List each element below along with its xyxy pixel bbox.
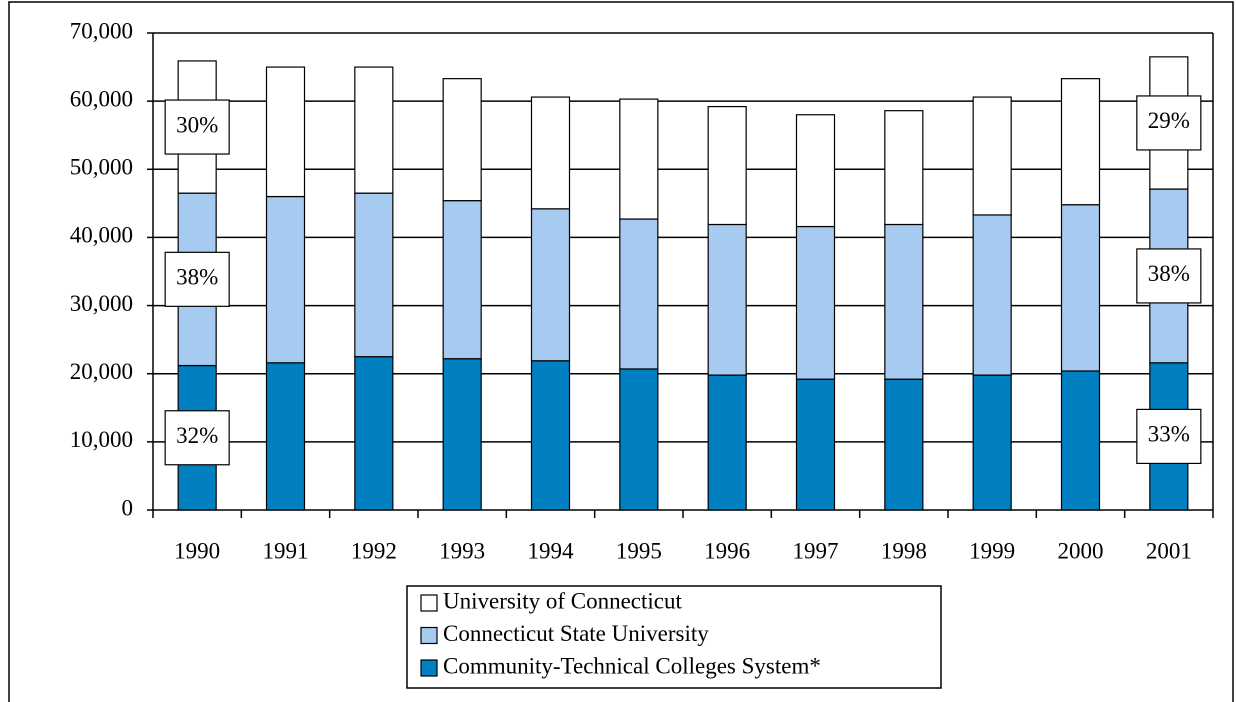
y-tick-label: 30,000 — [70, 291, 133, 316]
bar-segment — [442, 78, 482, 202]
bar-segment — [884, 378, 924, 511]
bar-segment — [884, 110, 924, 226]
x-tick-label: 2001 — [1146, 538, 1192, 563]
bar-segment — [707, 105, 747, 226]
y-tick-label: 50,000 — [70, 155, 133, 180]
x-tick-label: 1991 — [263, 538, 309, 563]
x-tick-label: 1998 — [881, 538, 927, 563]
x-tick-label: 1992 — [351, 538, 397, 563]
bar-segment — [530, 208, 571, 362]
bar-segment — [354, 356, 394, 511]
legend-label: Connecticut State University — [443, 621, 709, 646]
y-tick-label: 70,000 — [70, 18, 133, 43]
legend-label: Community-Technical Colleges System* — [443, 653, 821, 678]
legend-swatch — [420, 626, 438, 645]
y-tick-label: 10,000 — [70, 427, 133, 452]
legend-label: University of Connecticut — [443, 588, 683, 613]
y-tick-label: 40,000 — [70, 223, 133, 248]
x-tick-label: 1996 — [704, 538, 750, 563]
legend — [406, 585, 942, 689]
bar-segment — [530, 360, 571, 511]
bar-segment — [354, 192, 394, 358]
annotation-box — [164, 251, 230, 307]
legend-swatch — [420, 659, 438, 677]
x-tick-label: 1997 — [793, 538, 839, 563]
annotation: 38% — [1148, 261, 1190, 286]
annotation-box — [1136, 95, 1202, 151]
bar-segment — [265, 195, 306, 364]
legend-swatch — [420, 594, 438, 612]
x-tick-label: 1994 — [528, 538, 575, 563]
bar-segment — [1060, 204, 1101, 372]
bar-segment — [795, 225, 836, 380]
bar-segment — [707, 223, 747, 376]
bar-segment — [972, 214, 1012, 376]
bar-segment — [707, 374, 747, 511]
bar-segment — [530, 96, 571, 210]
annotation: 38% — [176, 265, 218, 290]
annotation: 33% — [1148, 422, 1190, 447]
bar-segment — [884, 223, 924, 380]
bar-segment — [442, 358, 482, 511]
y-tick-label: 20,000 — [70, 359, 133, 384]
x-tick-label: 2000 — [1058, 538, 1104, 563]
annotation-box — [1136, 408, 1202, 465]
bar-segment — [972, 96, 1012, 216]
annotation: 29% — [1148, 108, 1190, 133]
bar-segment — [619, 218, 659, 370]
x-tick-label: 1999 — [969, 538, 1015, 563]
bar-segment — [265, 66, 306, 198]
annotation-box — [1136, 248, 1202, 304]
x-tick-label: 1995 — [616, 538, 662, 563]
x-tick-label: 1990 — [174, 538, 220, 563]
bar-segment — [972, 374, 1012, 511]
y-tick-label: 60,000 — [70, 86, 133, 111]
bar-segment — [1060, 78, 1101, 206]
bar-segment — [795, 378, 836, 511]
y-tick-label: 0 — [122, 495, 134, 520]
annotation-box — [164, 99, 230, 155]
bar-segment — [619, 98, 659, 220]
bar-segment — [619, 368, 659, 511]
bar-segment — [795, 114, 836, 228]
bar-segment — [354, 66, 394, 194]
annotation-box — [164, 410, 230, 466]
x-tick-label: 1993 — [439, 538, 485, 563]
annotation: 30% — [176, 112, 218, 137]
bar-segment — [265, 362, 306, 511]
bar-segment — [442, 200, 482, 360]
annotation: 32% — [176, 423, 218, 448]
bar-segment — [1060, 370, 1101, 511]
frame — [8, 1, 1234, 702]
